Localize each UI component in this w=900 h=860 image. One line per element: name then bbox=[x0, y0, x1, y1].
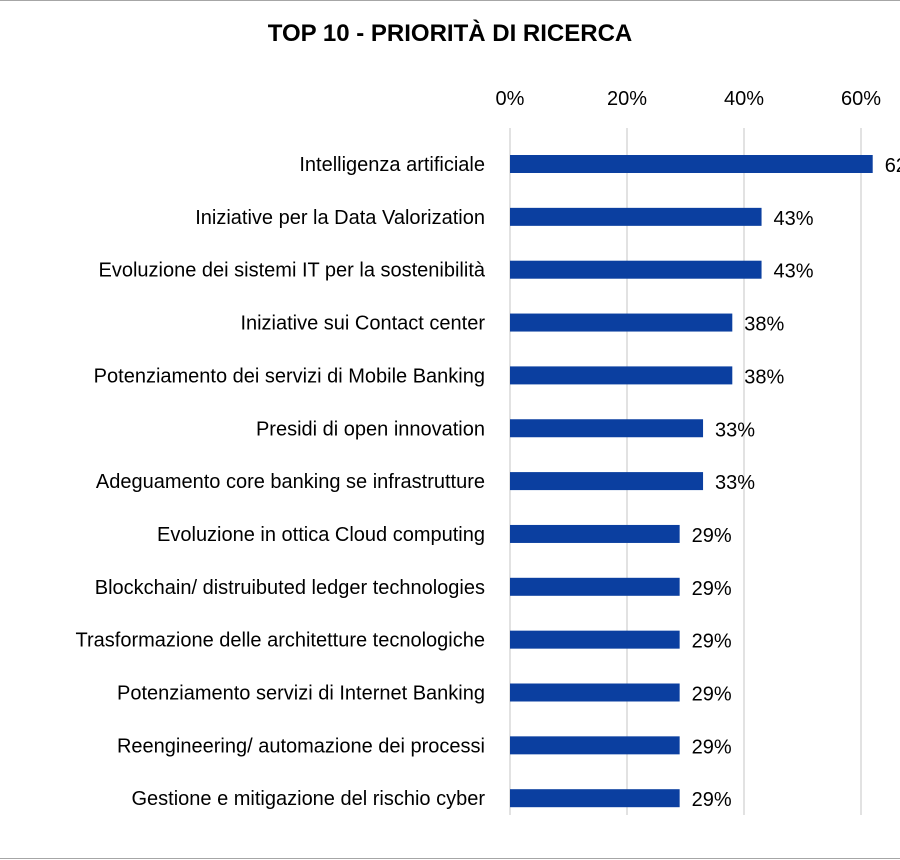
x-tick-label: 40% bbox=[724, 88, 764, 110]
category-label: Adeguamento core banking se infrastruttu… bbox=[96, 471, 485, 493]
data-label: 29% bbox=[692, 525, 732, 547]
bar bbox=[510, 472, 704, 491]
bar bbox=[510, 630, 680, 649]
bar bbox=[510, 155, 873, 173]
data-label: 29% bbox=[692, 578, 732, 600]
category-label: Potenziamento servizi di Internet Bankin… bbox=[117, 683, 485, 705]
chart-title: TOP 10 - PRIORITÀ DI RICERCA bbox=[267, 20, 633, 47]
bar bbox=[510, 366, 733, 385]
category-label: Iniziative per la Data Valorization bbox=[195, 207, 485, 229]
gridlines bbox=[509, 128, 862, 815]
x-tick-label: 60% bbox=[841, 88, 881, 110]
bar bbox=[510, 577, 680, 596]
category-label: Trasformazione delle architetture tecnol… bbox=[76, 630, 485, 652]
data-label: 43% bbox=[774, 261, 814, 283]
bar bbox=[510, 260, 762, 279]
x-axis-tick-labels: 0% 20% 40% 60% bbox=[496, 88, 882, 110]
category-label: Evoluzione in ottica Cloud computing bbox=[157, 524, 485, 546]
category-label: Iniziative sui Contact center bbox=[240, 313, 485, 335]
data-label: 33% bbox=[715, 419, 755, 441]
data-labels: 62% 43% 43% 38% 38% 33% 33% 29% 29% 29% 29% 29% 29% bbox=[692, 155, 900, 811]
data-label: 38% bbox=[744, 314, 784, 336]
category-label: Gestione e mitigazione del rischio cyber bbox=[131, 788, 485, 810]
x-tick-label: 0% bbox=[496, 88, 525, 110]
category-label: Blockchain/ distruibuted ledger technolo… bbox=[95, 577, 485, 599]
bar bbox=[510, 524, 680, 543]
bar bbox=[510, 419, 704, 438]
bar bbox=[510, 683, 680, 702]
data-label: 43% bbox=[774, 208, 814, 230]
data-label: 29% bbox=[692, 736, 732, 758]
bar bbox=[510, 789, 680, 808]
data-label: 29% bbox=[692, 684, 732, 706]
bar bbox=[510, 313, 733, 332]
data-label: 33% bbox=[715, 472, 755, 494]
category-label: Presidi di open innovation bbox=[256, 418, 485, 440]
data-label: 29% bbox=[692, 631, 732, 653]
category-label: Evoluzione dei sistemi IT per la sosteni… bbox=[99, 260, 486, 282]
bars bbox=[510, 155, 873, 808]
data-label: 62% bbox=[885, 155, 900, 177]
bar bbox=[510, 736, 680, 755]
bar bbox=[510, 207, 762, 226]
category-labels: Intelligenza artificiale Iniziative per l… bbox=[76, 154, 486, 810]
x-tick-label: 20% bbox=[607, 88, 647, 110]
category-label: Potenziamento dei servizi di Mobile Bank… bbox=[94, 365, 485, 387]
category-label: Intelligenza artificiale bbox=[299, 154, 485, 176]
data-label: 38% bbox=[744, 366, 784, 388]
category-label: Reengineering/ automazione dei processi bbox=[117, 735, 485, 757]
data-label: 29% bbox=[692, 789, 732, 811]
